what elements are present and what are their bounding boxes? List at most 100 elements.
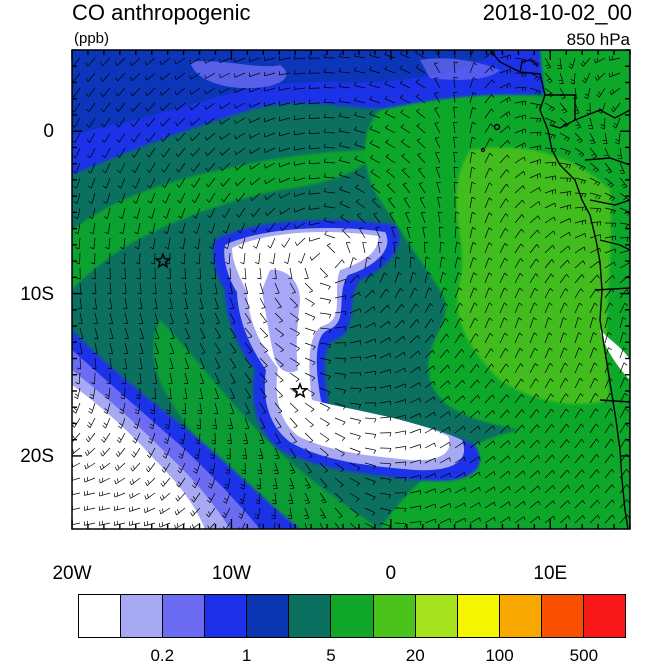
wind-barb-shaft xyxy=(499,348,506,359)
wind-barb-feather xyxy=(557,64,562,67)
wind-barb-shaft xyxy=(184,357,190,369)
wind-barb-feather xyxy=(339,500,344,503)
wind-barb-shaft xyxy=(589,147,598,157)
wind-barb-feather xyxy=(216,352,221,354)
wind-barb-feather xyxy=(181,409,186,412)
wind-barb-shaft xyxy=(595,57,606,64)
wind-barb-shaft xyxy=(454,379,463,389)
wind-barb-feather xyxy=(537,485,541,490)
wind-barb-feather xyxy=(221,514,226,519)
wind-barb-feather xyxy=(597,91,601,96)
wind-barb-feather xyxy=(308,174,311,179)
wind-barb-feather xyxy=(288,277,293,280)
wind-barb-shaft xyxy=(589,362,595,374)
wind-barb-shaft xyxy=(559,454,568,464)
wind-barb-feather xyxy=(359,227,364,229)
wind-barb-feather xyxy=(159,91,163,96)
wind-barb-feather xyxy=(586,109,591,112)
wind-barb-shaft xyxy=(454,318,461,329)
wind-barb-shaft xyxy=(238,207,246,218)
wind-barb-feather xyxy=(86,124,90,128)
wind-barb-shaft xyxy=(162,117,171,127)
wind-barb-feather xyxy=(234,166,237,171)
wind-barb-feather xyxy=(193,231,197,234)
wind-barb-shaft xyxy=(175,57,186,65)
wind-barb-feather xyxy=(582,260,586,265)
wind-barb-feather xyxy=(403,336,406,341)
wind-barb-feather xyxy=(308,144,311,149)
wind-barb-shaft xyxy=(574,177,586,181)
wind-barb-feather xyxy=(594,181,598,185)
wind-barb-feather xyxy=(373,465,376,470)
wind-barb-feather xyxy=(557,67,562,70)
wind-barb-feather xyxy=(193,470,197,474)
wind-barb-shaft xyxy=(604,132,608,144)
wind-barb-feather xyxy=(492,410,495,414)
wind-barb-feather xyxy=(508,455,511,460)
wind-barb-shaft xyxy=(304,327,316,332)
wind-barb-feather xyxy=(177,199,181,204)
wind-barb-feather xyxy=(569,63,573,66)
wind-barb-shaft xyxy=(418,183,426,194)
wind-barb-feather xyxy=(608,362,613,366)
wind-barb-feather xyxy=(90,246,95,250)
wind-barb-feather xyxy=(146,169,150,173)
wind-barb-shaft xyxy=(339,115,351,119)
wind-barb-shaft xyxy=(229,327,237,338)
wind-barb-shaft xyxy=(154,312,159,324)
wind-barb-feather xyxy=(434,458,436,463)
wind-barb-shaft xyxy=(544,259,553,269)
wind-barb-shaft xyxy=(304,297,315,304)
wind-barb-feather xyxy=(100,452,103,457)
wind-barb-shaft xyxy=(439,442,450,449)
wind-barb-feather xyxy=(220,167,223,171)
wind-barb-shaft xyxy=(91,402,96,414)
wind-barb-feather xyxy=(611,484,615,489)
wind-barb-shaft xyxy=(349,257,354,269)
wind-barb-feather xyxy=(607,182,612,186)
wind-barb-shaft xyxy=(499,198,507,209)
wind-barb-shaft xyxy=(571,57,576,69)
wind-barb-feather xyxy=(102,425,106,429)
wind-barb-feather xyxy=(162,494,165,499)
wind-barb-shaft xyxy=(529,439,538,449)
wind-barb-shaft xyxy=(323,102,336,104)
wind-barb-feather xyxy=(489,332,494,337)
star-marker xyxy=(291,381,309,399)
wind-barb-shaft xyxy=(124,297,128,309)
wind-barb-feather xyxy=(581,454,585,458)
wind-barb-shaft xyxy=(379,462,392,465)
wind-barb-shaft xyxy=(400,141,411,149)
wind-barb-shaft xyxy=(604,248,616,254)
wind-barb-shaft xyxy=(319,357,331,361)
wind-barb-feather xyxy=(195,439,200,442)
wind-barb-feather xyxy=(506,394,510,399)
wind-barb-feather xyxy=(280,226,283,231)
wind-barb-feather xyxy=(506,84,509,89)
wind-barb-feather xyxy=(215,322,220,324)
wind-barb-feather xyxy=(519,302,523,306)
wind-barb-shaft xyxy=(208,522,216,529)
wind-barb-feather xyxy=(149,246,154,250)
wind-barb-feather xyxy=(175,497,179,502)
wind-barb-shaft xyxy=(529,363,536,374)
wind-barb-shaft xyxy=(409,256,412,269)
wind-barb-feather xyxy=(159,509,162,514)
wind-barb-shaft xyxy=(244,267,247,280)
wind-barb-shaft xyxy=(422,227,426,239)
wind-barb-feather xyxy=(521,144,524,149)
wind-barb-feather xyxy=(595,408,599,412)
wind-barb-feather xyxy=(308,205,311,210)
wind-barb-feather xyxy=(595,423,599,428)
wind-barb-feather xyxy=(581,274,585,279)
wind-barb-feather xyxy=(190,137,193,141)
wind-barb-shaft xyxy=(199,402,203,414)
wind-barb-shaft xyxy=(165,447,171,459)
wind-barb-shaft xyxy=(264,72,276,77)
wind-barb-shaft xyxy=(213,447,216,460)
wind-barb-shaft xyxy=(559,162,571,166)
wind-barb-feather xyxy=(464,487,466,492)
wind-barb-feather xyxy=(430,318,434,323)
wind-barb-feather xyxy=(323,128,326,133)
wind-barb-feather xyxy=(323,202,327,207)
